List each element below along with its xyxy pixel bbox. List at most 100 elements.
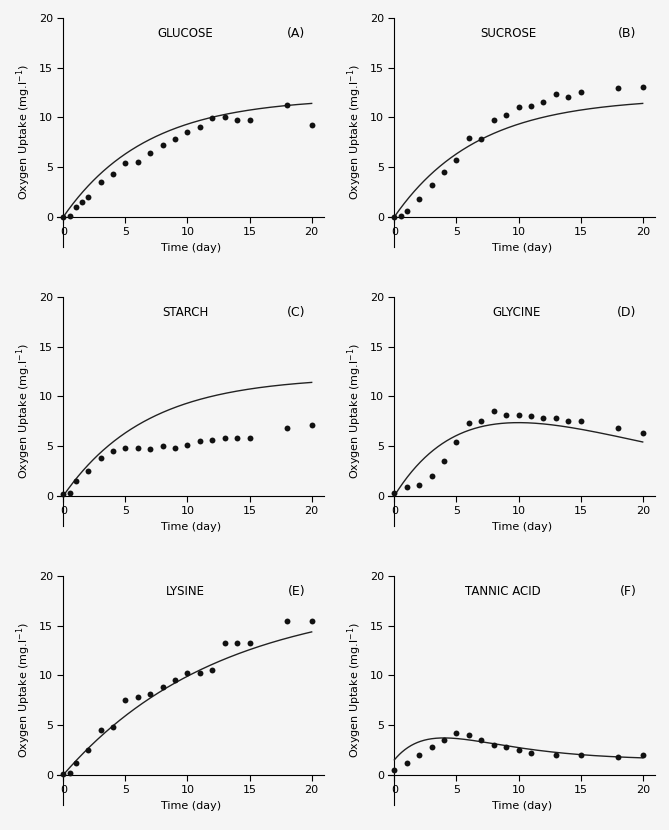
Point xyxy=(638,80,648,93)
Point xyxy=(526,410,537,423)
Point xyxy=(64,486,75,500)
Point xyxy=(306,119,317,132)
Y-axis label: Oxygen Uptake (mg.l$^{-1}$): Oxygen Uptake (mg.l$^{-1}$) xyxy=(346,622,364,758)
Point xyxy=(58,210,69,223)
X-axis label: Time (day): Time (day) xyxy=(161,522,221,532)
Point xyxy=(207,112,217,125)
X-axis label: Time (day): Time (day) xyxy=(492,243,552,253)
Point xyxy=(231,637,242,650)
Text: (A): (A) xyxy=(287,27,305,40)
Point xyxy=(108,168,118,181)
Point xyxy=(513,744,524,757)
Point xyxy=(476,734,486,747)
Point xyxy=(244,114,255,127)
Point xyxy=(231,114,242,127)
Point xyxy=(83,190,94,203)
Point xyxy=(488,739,499,752)
Point xyxy=(70,474,81,487)
Point xyxy=(182,125,193,139)
Point xyxy=(108,444,118,457)
Y-axis label: Oxygen Uptake (mg.l$^{-1}$): Oxygen Uptake (mg.l$^{-1}$) xyxy=(346,65,364,200)
Point xyxy=(526,746,537,759)
Point xyxy=(513,100,524,114)
Point xyxy=(231,432,242,445)
Point xyxy=(464,132,474,145)
Point xyxy=(426,178,437,192)
Point xyxy=(401,481,412,494)
Point xyxy=(414,478,425,491)
Point xyxy=(426,740,437,754)
Point xyxy=(120,694,130,707)
Point xyxy=(488,114,499,127)
Point xyxy=(83,464,94,477)
Point xyxy=(538,412,549,425)
Point xyxy=(170,133,181,146)
Point xyxy=(244,432,255,445)
Point xyxy=(563,90,573,104)
Point xyxy=(464,729,474,742)
Point xyxy=(476,133,486,146)
Point xyxy=(551,749,561,762)
Point xyxy=(95,724,106,737)
Point xyxy=(195,666,205,680)
Point xyxy=(513,408,524,422)
Point xyxy=(182,438,193,452)
Point xyxy=(95,452,106,465)
Point xyxy=(145,147,156,160)
Point xyxy=(132,691,143,704)
Text: (B): (B) xyxy=(618,27,636,40)
Y-axis label: Oxygen Uptake (mg.l$^{-1}$): Oxygen Uptake (mg.l$^{-1}$) xyxy=(346,344,364,479)
Point xyxy=(575,414,586,427)
Point xyxy=(613,422,624,435)
Point xyxy=(108,720,118,734)
Point xyxy=(170,442,181,455)
X-axis label: Time (day): Time (day) xyxy=(492,801,552,811)
Point xyxy=(563,414,573,427)
Point xyxy=(451,154,462,167)
Point xyxy=(282,99,292,112)
Point xyxy=(389,486,399,500)
Point xyxy=(282,422,292,435)
Point xyxy=(83,744,94,757)
Point xyxy=(170,674,181,687)
Point xyxy=(488,405,499,418)
Point xyxy=(219,432,230,445)
Point xyxy=(58,767,69,780)
Point xyxy=(195,434,205,447)
X-axis label: Time (day): Time (day) xyxy=(161,243,221,253)
Point xyxy=(501,109,512,122)
Point xyxy=(145,442,156,456)
Point xyxy=(306,418,317,432)
Point xyxy=(476,414,486,427)
Point xyxy=(451,436,462,449)
Y-axis label: Oxygen Uptake (mg.l$^{-1}$): Oxygen Uptake (mg.l$^{-1}$) xyxy=(15,344,33,479)
Point xyxy=(157,681,168,694)
Point xyxy=(613,81,624,94)
Point xyxy=(207,433,217,447)
Text: TANNIC ACID: TANNIC ACID xyxy=(465,585,541,598)
Point xyxy=(95,175,106,188)
Point xyxy=(219,637,230,650)
Point xyxy=(401,204,412,217)
Point xyxy=(195,120,205,134)
Point xyxy=(439,734,450,747)
Text: GLYCINE: GLYCINE xyxy=(492,306,541,319)
Point xyxy=(145,687,156,701)
Point xyxy=(70,200,81,213)
Point xyxy=(401,756,412,769)
Point xyxy=(76,195,87,208)
Point xyxy=(395,209,406,222)
Point xyxy=(575,749,586,762)
Text: SUCROSE: SUCROSE xyxy=(480,27,537,40)
Point xyxy=(157,139,168,152)
Point xyxy=(451,726,462,740)
Y-axis label: Oxygen Uptake (mg.l$^{-1}$): Oxygen Uptake (mg.l$^{-1}$) xyxy=(15,622,33,758)
Point xyxy=(120,157,130,170)
Point xyxy=(389,210,399,223)
Point xyxy=(464,417,474,430)
Point xyxy=(389,764,399,777)
Text: LYSINE: LYSINE xyxy=(166,585,205,598)
Point xyxy=(244,637,255,650)
Point xyxy=(157,439,168,452)
Point xyxy=(132,442,143,455)
